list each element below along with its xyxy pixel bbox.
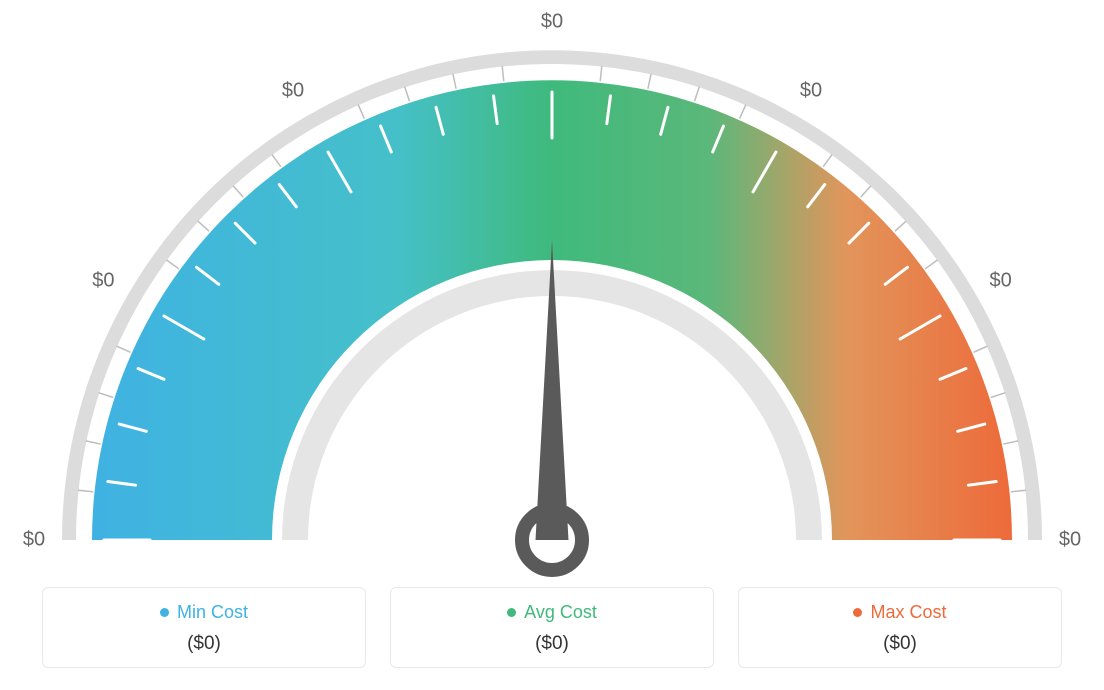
legend-label-max: Max Cost (870, 602, 946, 623)
gauge-svg (0, 40, 1104, 600)
gauge-tick-label: $0 (92, 270, 114, 293)
legend-value-min: ($0) (51, 633, 357, 655)
legend-dot-min (160, 608, 169, 617)
legend-label-avg: Avg Cost (524, 602, 597, 623)
legend-value-avg: ($0) (399, 633, 705, 655)
legend-dot-avg (507, 608, 516, 617)
legend-title-max: Max Cost (853, 602, 946, 623)
legend-title-avg: Avg Cost (507, 602, 597, 623)
gauge-tick-label: $0 (23, 529, 45, 552)
legend-card-max: Max Cost ($0) (738, 587, 1062, 668)
legend-value-max: ($0) (747, 633, 1053, 655)
gauge-tick-label: $0 (541, 11, 563, 34)
legend-row: Min Cost ($0) Avg Cost ($0) Max Cost ($0… (42, 587, 1062, 668)
gauge-tick-label: $0 (989, 270, 1011, 293)
gauge-tick-label: $0 (800, 80, 822, 103)
gauge-tick-label: $0 (282, 80, 304, 103)
gauge-tick-label: $0 (1059, 529, 1081, 552)
legend-card-avg: Avg Cost ($0) (390, 587, 714, 668)
legend-card-min: Min Cost ($0) (42, 587, 366, 668)
legend-label-min: Min Cost (177, 602, 248, 623)
legend-dot-max (853, 608, 862, 617)
gauge-chart: $0 $0 $0 $0 $0 $0 $0 (0, 0, 1104, 560)
legend-title-min: Min Cost (160, 602, 248, 623)
